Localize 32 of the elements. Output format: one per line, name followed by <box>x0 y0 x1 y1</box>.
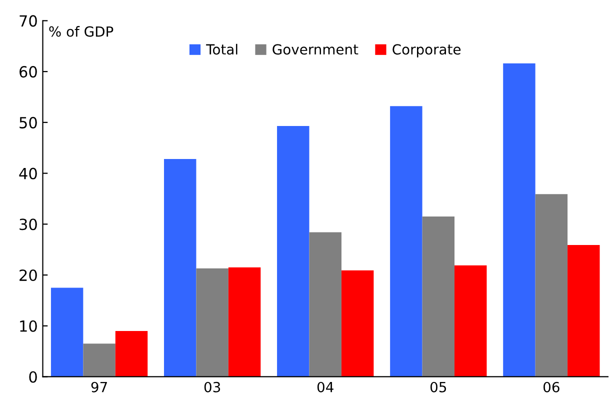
x-tick-label: 04 <box>317 382 334 392</box>
bar <box>164 159 196 377</box>
y-tick-label: 0 <box>29 371 37 383</box>
bar <box>422 216 454 377</box>
y-tick-label: 40 <box>19 168 37 180</box>
y-axis-title: % of GDP <box>49 26 114 37</box>
bar <box>196 268 228 377</box>
bar <box>115 330 148 377</box>
x-tick-label: 97 <box>91 382 107 392</box>
bar <box>341 270 374 377</box>
bar <box>535 194 568 377</box>
y-tick-label: 60 <box>20 66 37 78</box>
bar <box>503 63 536 377</box>
x-tick-label: 06 <box>544 382 560 392</box>
bar <box>568 245 600 377</box>
legend-label: Total <box>206 44 238 55</box>
legend-label: Corporate <box>392 44 461 58</box>
bar <box>83 344 116 377</box>
y-tick-label: 10 <box>20 320 37 332</box>
bar <box>277 126 310 377</box>
bar <box>309 232 342 377</box>
bar <box>228 267 261 377</box>
bar <box>390 106 422 377</box>
y-tick-label: 30 <box>20 218 37 230</box>
x-tick-label: 03 <box>204 382 220 392</box>
y-tick-label: 50 <box>20 116 37 128</box>
y-tick-label: 20 <box>20 269 37 282</box>
y-tick-label: 70 <box>20 15 37 27</box>
x-tick-label: 05 <box>430 382 446 392</box>
legend-label: Government <box>272 44 358 55</box>
bar <box>454 265 487 377</box>
bar <box>50 288 84 377</box>
